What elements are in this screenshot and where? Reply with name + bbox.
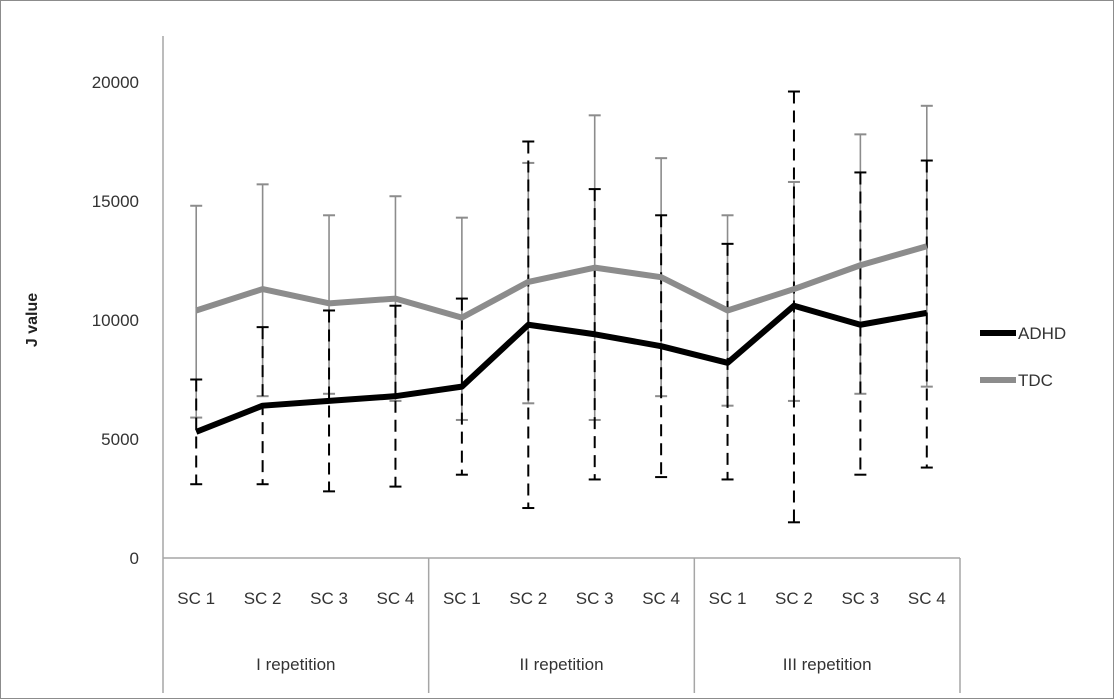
y-tick-label: 15000: [92, 192, 139, 211]
legend-label-tdc: TDC: [1018, 371, 1053, 390]
y-axis-title: J value: [24, 293, 41, 347]
x-category-label: SC 3: [310, 589, 348, 608]
x-category-label: SC 3: [576, 589, 614, 608]
x-category-label: SC 1: [443, 589, 481, 608]
group-label: I repetition: [256, 655, 335, 674]
x-category-label: SC 3: [841, 589, 879, 608]
x-category-label: SC 2: [509, 589, 547, 608]
x-category-label: SC 4: [377, 589, 415, 608]
x-category-label: SC 4: [908, 589, 946, 608]
group-label: II repetition: [519, 655, 603, 674]
x-category-label: SC 1: [709, 589, 747, 608]
y-tick-label: 0: [130, 549, 139, 568]
series-line-tdc: [195, 243, 928, 321]
x-category-label: SC 2: [244, 589, 282, 608]
x-category-label: SC 1: [177, 589, 215, 608]
x-category-label: SC 2: [775, 589, 813, 608]
y-tick-label: 5000: [101, 430, 139, 449]
legend-label-adhd: ADHD: [1018, 324, 1066, 343]
error-bars-tdc: [190, 104, 933, 421]
series-line-adhd: [195, 302, 928, 435]
group-label: III repetition: [783, 655, 872, 674]
x-category-label: SC 4: [642, 589, 680, 608]
y-tick-label: 20000: [92, 73, 139, 92]
error-bars-adhd: [190, 90, 933, 524]
y-tick-label: 10000: [92, 311, 139, 330]
